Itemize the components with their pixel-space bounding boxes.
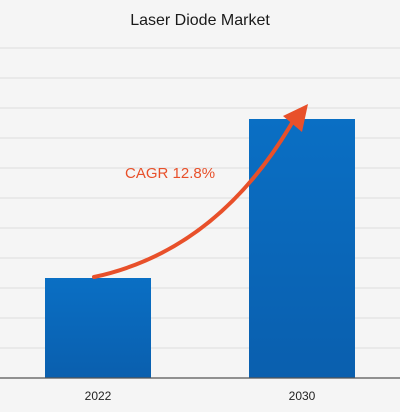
cagr-label: CAGR 12.8% xyxy=(125,165,215,182)
x-tick-label-2022: 2022 xyxy=(85,389,112,403)
bar-2022 xyxy=(45,278,151,378)
chart-title: Laser Diode Market xyxy=(130,12,270,29)
cagr-arrow-head xyxy=(283,104,308,132)
x-tick-labels: 2022 2030 xyxy=(85,389,316,403)
cagr-arrow-shaft xyxy=(92,114,298,279)
x-tick-label-2030: 2030 xyxy=(289,389,316,403)
bars xyxy=(45,119,355,378)
cagr-arrow xyxy=(92,104,308,279)
bar-2030 xyxy=(249,119,355,378)
